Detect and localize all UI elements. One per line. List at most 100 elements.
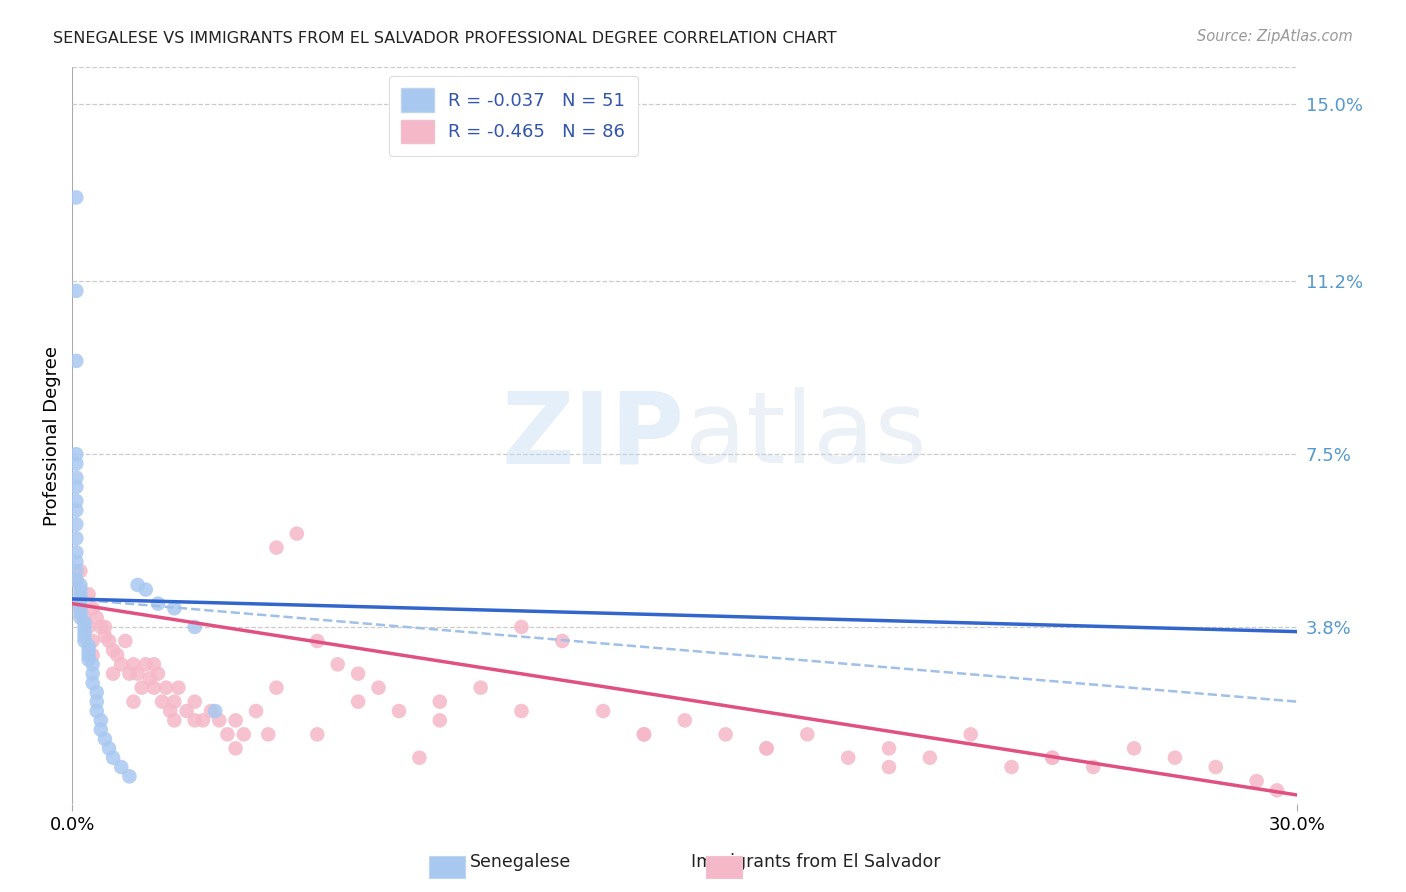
Point	[176, 704, 198, 718]
Point	[217, 727, 239, 741]
Point	[673, 714, 696, 728]
Point	[796, 727, 818, 741]
Point	[82, 634, 104, 648]
Point	[73, 620, 96, 634]
Point	[959, 727, 981, 741]
Point	[510, 620, 533, 634]
Point	[347, 666, 370, 681]
Point	[633, 727, 655, 741]
Point	[167, 681, 190, 695]
Text: Source: ZipAtlas.com: Source: ZipAtlas.com	[1197, 29, 1353, 44]
Point	[163, 714, 186, 728]
Point	[69, 591, 91, 606]
Point	[110, 657, 132, 672]
Point	[77, 643, 100, 657]
Point	[184, 714, 207, 728]
Point	[755, 741, 778, 756]
Point	[877, 760, 900, 774]
Point	[65, 447, 87, 461]
Legend: R = -0.037   N = 51, R = -0.465   N = 86: R = -0.037 N = 51, R = -0.465 N = 86	[388, 76, 638, 155]
Point	[714, 727, 737, 741]
Point	[110, 760, 132, 774]
Point	[114, 634, 136, 648]
Point	[159, 704, 181, 718]
Point	[69, 587, 91, 601]
Point	[77, 620, 100, 634]
Point	[1164, 750, 1187, 764]
Point	[69, 564, 91, 578]
Point	[266, 681, 288, 695]
Point	[1205, 760, 1227, 774]
Point	[82, 657, 104, 672]
Point	[155, 681, 177, 695]
Point	[105, 648, 128, 662]
Point	[225, 741, 247, 756]
Point	[82, 666, 104, 681]
Point	[65, 503, 87, 517]
Point	[367, 681, 389, 695]
Point	[1040, 750, 1063, 764]
Point	[65, 545, 87, 559]
Point	[1123, 741, 1146, 756]
Point	[191, 714, 214, 728]
Point	[257, 727, 280, 741]
Point	[1000, 760, 1022, 774]
Point	[204, 704, 226, 718]
Point	[65, 470, 87, 484]
Point	[65, 574, 87, 588]
Text: Immigrants from El Salvador: Immigrants from El Salvador	[690, 854, 941, 871]
Point	[326, 657, 349, 672]
Point	[142, 681, 165, 695]
Point	[470, 681, 492, 695]
Point	[142, 657, 165, 672]
Point	[150, 695, 173, 709]
Point	[127, 578, 149, 592]
Point	[65, 555, 87, 569]
Point	[118, 769, 141, 783]
Point	[90, 620, 112, 634]
Point	[592, 704, 614, 718]
Point	[98, 741, 121, 756]
Point	[73, 629, 96, 643]
Point	[86, 610, 108, 624]
Point	[184, 695, 207, 709]
Point	[200, 704, 222, 718]
Point	[163, 695, 186, 709]
Point	[146, 666, 169, 681]
Point	[1246, 774, 1268, 789]
Point	[90, 714, 112, 728]
Point	[69, 601, 91, 615]
Point	[77, 653, 100, 667]
Point	[232, 727, 254, 741]
Point	[69, 601, 91, 615]
Point	[146, 597, 169, 611]
Point	[65, 457, 87, 471]
Point	[245, 704, 267, 718]
Point	[225, 714, 247, 728]
Point	[118, 666, 141, 681]
Text: ZIP: ZIP	[502, 387, 685, 484]
Point	[65, 494, 87, 508]
Point	[101, 643, 124, 657]
Point	[877, 741, 900, 756]
Point	[131, 681, 153, 695]
Point	[135, 582, 157, 597]
Point	[388, 704, 411, 718]
Point	[510, 704, 533, 718]
Point	[77, 648, 100, 662]
Point	[65, 480, 87, 494]
Point	[86, 704, 108, 718]
Point	[551, 634, 574, 648]
Point	[307, 634, 329, 648]
Point	[82, 601, 104, 615]
Point	[65, 190, 87, 204]
Y-axis label: Professional Degree: Professional Degree	[44, 345, 60, 525]
Point	[65, 354, 87, 368]
Point	[65, 574, 87, 588]
Point	[918, 750, 941, 764]
Point	[82, 676, 104, 690]
Point	[86, 695, 108, 709]
Point	[73, 610, 96, 624]
Point	[101, 666, 124, 681]
Point	[101, 750, 124, 764]
